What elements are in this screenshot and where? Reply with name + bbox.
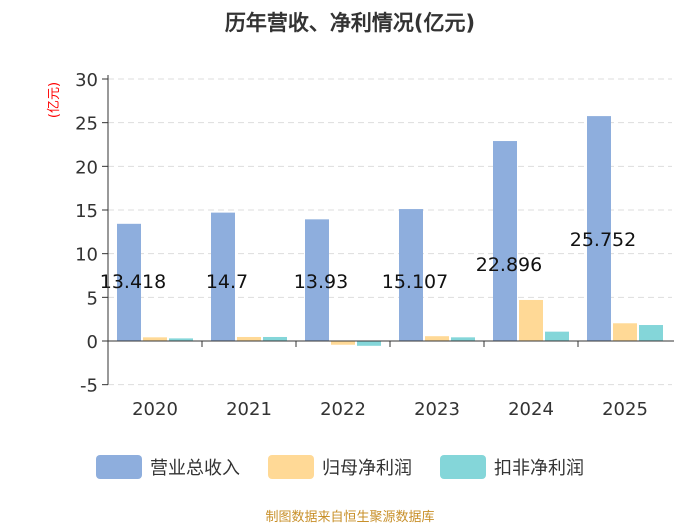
bar-扣非净利润-2022 bbox=[357, 341, 381, 346]
y-tick-label: 20 bbox=[75, 157, 98, 178]
bar-扣非净利润-2021 bbox=[263, 336, 287, 341]
chart-title: 历年营收、净利情况(亿元) bbox=[225, 11, 475, 35]
bar-扣非净利润-2025 bbox=[639, 325, 663, 341]
bar-营业总收入-2020 bbox=[117, 223, 141, 341]
bar-营业总收入-2024 bbox=[493, 141, 517, 341]
x-tick-label: 2021 bbox=[226, 399, 272, 420]
bar-归母净利润-2025 bbox=[613, 323, 637, 341]
bar-归母净利润-2021 bbox=[237, 336, 261, 341]
legend-label[interactable]: 归母净利润 bbox=[322, 458, 412, 479]
data-label: 13.93 bbox=[294, 271, 348, 293]
data-label: 15.107 bbox=[382, 271, 448, 293]
bar-归母净利润-2023 bbox=[425, 336, 449, 341]
data-label: 14.7 bbox=[206, 271, 248, 293]
data-label: 13.418 bbox=[100, 271, 166, 293]
y-tick-label: 15 bbox=[75, 201, 98, 222]
bar-扣非净利润-2024 bbox=[545, 331, 569, 341]
y-tick-label: 0 bbox=[87, 332, 98, 353]
bar-营业总收入-2023 bbox=[399, 209, 423, 341]
x-tick-label: 2024 bbox=[508, 399, 554, 420]
legend-label[interactable]: 扣非净利润 bbox=[494, 458, 584, 479]
x-tick-label: 2023 bbox=[414, 399, 460, 420]
legend-swatch bbox=[268, 455, 314, 479]
x-tick-label: 2025 bbox=[602, 399, 648, 420]
legend-swatch bbox=[96, 455, 142, 479]
bar-营业总收入-2025 bbox=[587, 116, 611, 341]
x-tick-label: 2022 bbox=[320, 399, 366, 420]
bar-归母净利润-2020 bbox=[143, 337, 167, 341]
y-tick-label: 25 bbox=[75, 114, 98, 135]
data-label: 22.896 bbox=[476, 254, 542, 276]
y-tick-label: -5 bbox=[80, 376, 98, 397]
bar-营业总收入-2021 bbox=[211, 212, 235, 341]
x-tick-label: 2020 bbox=[132, 399, 178, 420]
data-label: 25.752 bbox=[570, 229, 636, 251]
bar-营业总收入-2022 bbox=[305, 219, 329, 341]
legend-label[interactable]: 营业总收入 bbox=[150, 458, 240, 479]
y-tick-label: 30 bbox=[75, 70, 98, 91]
bar-归母净利润-2024 bbox=[519, 299, 543, 341]
bar-扣非净利润-2020 bbox=[169, 338, 193, 341]
y-tick-label: 5 bbox=[87, 288, 98, 309]
footer-source: 制图数据来自恒生聚源数据库 bbox=[265, 509, 434, 525]
legend-swatch bbox=[440, 455, 486, 479]
bar-扣非净利润-2023 bbox=[451, 337, 475, 341]
bar-归母净利润-2022 bbox=[331, 341, 355, 345]
y-axis-label: (亿元) bbox=[47, 82, 62, 118]
y-tick-label: 10 bbox=[75, 245, 98, 266]
